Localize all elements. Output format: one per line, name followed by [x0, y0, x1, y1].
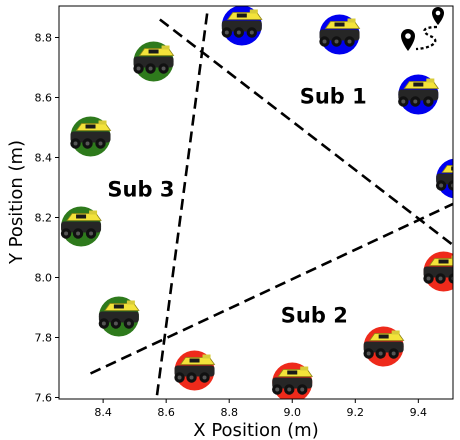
data-point [435, 158, 453, 199]
robot-icon [133, 45, 175, 74]
x-tick-label: 8.6 [157, 406, 175, 419]
data-point [174, 350, 216, 391]
boundary-line [155, 13, 209, 398]
data-point [319, 14, 361, 55]
x-tick-label: 9.2 [347, 406, 365, 419]
robot-icon [363, 330, 405, 359]
y-tick-label: 8.6 [35, 92, 53, 105]
x-axis-ticks: 8.4 8.6 8.8 9.0 9.2 9.4 [94, 399, 427, 419]
route-map-pin-icon [401, 7, 444, 51]
x-tick-label: 9.4 [410, 406, 428, 419]
y-tick-label: 7.6 [35, 392, 53, 405]
robot-icon [221, 9, 263, 38]
plot-frame [58, 5, 454, 400]
x-axis-label: X Position (m) [193, 420, 318, 440]
robot-icon [319, 18, 361, 47]
robot-icon [272, 366, 314, 395]
boundary-line [159, 18, 453, 247]
data-point [70, 116, 112, 157]
region-label: Sub 3 [107, 178, 174, 202]
robot-icon [98, 300, 140, 329]
y-tick-label: 8.0 [35, 272, 53, 285]
region-label: Sub 1 [300, 85, 367, 109]
data-point [272, 362, 314, 399]
robot-icon [435, 165, 453, 191]
data-point [423, 251, 453, 292]
data-point [133, 41, 175, 82]
y-tick-label: 8.4 [35, 152, 53, 165]
boundary-lines [89, 13, 453, 398]
robot-icon [423, 255, 453, 284]
region-labels: Sub 1 Sub 2 Sub 3 [107, 85, 366, 328]
robot-icon [70, 120, 112, 149]
data-point [98, 296, 140, 337]
robot-icon [174, 354, 216, 383]
x-tick-label: 8.8 [220, 406, 238, 419]
y-axis-ticks: 7.6 7.8 8.0 8.2 8.4 8.6 8.8 [35, 32, 59, 405]
robot-icon [398, 78, 440, 107]
y-tick-label: 8.2 [35, 212, 53, 225]
data-point [221, 6, 263, 46]
x-tick-label: 8.4 [94, 406, 112, 419]
y-axis-label: Y Position (m) [6, 140, 27, 265]
x-tick-label: 9.0 [283, 406, 301, 419]
data-points [60, 6, 453, 399]
data-point [60, 206, 102, 247]
y-tick-label: 8.8 [35, 32, 53, 45]
region-label: Sub 2 [281, 304, 348, 328]
data-point [363, 326, 405, 367]
robot-icon [60, 210, 102, 239]
y-tick-label: 7.8 [35, 332, 53, 345]
data-point [398, 74, 440, 115]
